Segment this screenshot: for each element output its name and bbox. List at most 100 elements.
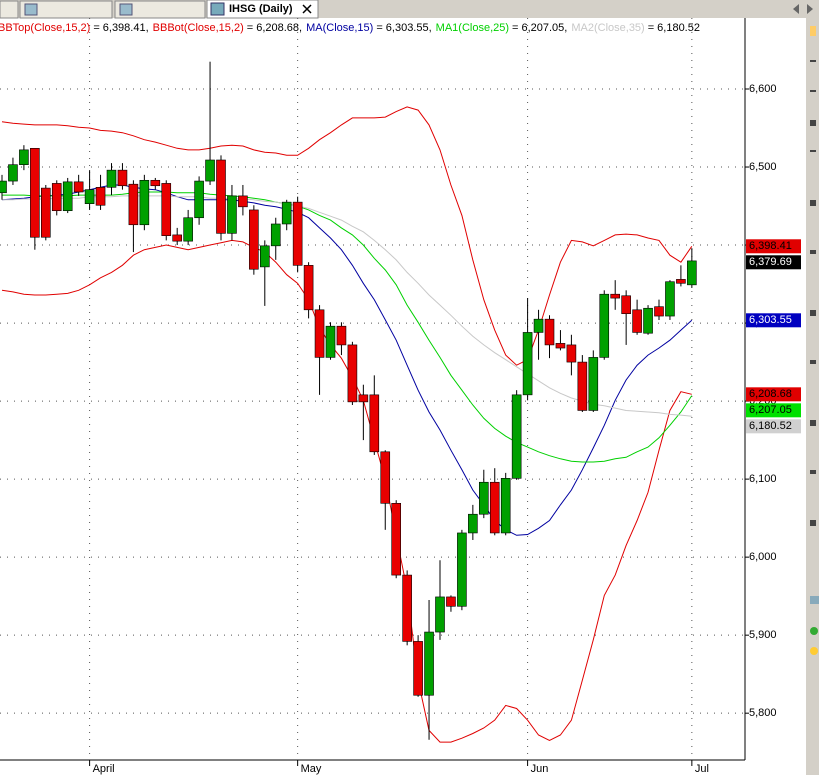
indicator-line: [1, 184, 693, 536]
candle-body: [150, 179, 161, 187]
candle-body: [687, 260, 697, 286]
candle-body: [544, 318, 555, 346]
y-tick-label: 6,500: [749, 161, 777, 173]
candle-body: [183, 217, 193, 242]
candle-body: [95, 187, 106, 206]
x-tick-label: Jul: [695, 763, 709, 775]
candle-body: [457, 532, 467, 607]
tab-scroll-right[interactable]: [807, 4, 813, 14]
candle-body: [73, 181, 84, 193]
candle-body: [599, 293, 610, 358]
tab[interactable]: [19, 0, 113, 19]
candle-body: [566, 344, 577, 363]
candle-body: [665, 281, 675, 317]
candle-body: [51, 183, 62, 212]
candle-body: [654, 306, 664, 317]
candle-body: [205, 159, 215, 182]
candle-body: [468, 513, 478, 534]
legend: BBTop(Close,15,2) = 6,398.41, BBBot(Close,1…: [0, 22, 700, 34]
candle-body: [194, 180, 204, 219]
candle-body: [259, 245, 270, 268]
legend-name: MA2(Close,35): [571, 22, 644, 34]
legend-separator: =: [247, 22, 253, 34]
tab-title: IHSG (Daily): [229, 3, 293, 15]
y-tick-label: 5,800: [749, 707, 777, 719]
legend-name: BBTop(Close,15,2): [0, 22, 90, 34]
price-tag-label: 6,207.05: [749, 404, 792, 416]
candle-body: [577, 361, 588, 411]
candle-body: [676, 279, 686, 284]
tab[interactable]: [0, 0, 19, 19]
candle-body: [391, 503, 402, 576]
legend-delimiter: ,: [146, 22, 149, 34]
legend-delimiter: ,: [429, 22, 432, 34]
legend-value: 6,303.55: [386, 22, 429, 34]
candle-body: [40, 187, 51, 238]
candle-body: [62, 181, 73, 212]
candle-body: [161, 183, 172, 236]
candle-body: [238, 195, 248, 208]
legend-name: MA(Close,15): [306, 22, 373, 34]
candle-body: [500, 478, 511, 534]
tab-icon: [119, 3, 133, 16]
candle-body: [106, 169, 117, 188]
candle-body: [402, 574, 412, 642]
candle-body: [139, 179, 150, 226]
candle-body: [84, 189, 95, 204]
candle-body: [424, 631, 434, 696]
price-tag-label: 6,180.52: [749, 420, 792, 432]
candle-body: [369, 394, 380, 453]
legend-value: 6,398.41: [103, 22, 146, 34]
candle-body: [325, 325, 336, 358]
y-tick-label: 5,900: [749, 629, 777, 641]
candle-body: [249, 209, 259, 270]
legend-delimiter: ,: [299, 22, 302, 34]
tab-scroll-left[interactable]: [793, 4, 799, 14]
candle-body: [303, 265, 314, 311]
candle-body: [413, 641, 423, 696]
candle-body: [117, 169, 128, 187]
legend-value: 6,207.05: [521, 22, 564, 34]
toolbar: [806, 18, 819, 775]
legend-separator: =: [648, 22, 654, 34]
price-tag: [746, 239, 801, 254]
y-tick-label: 6,100: [749, 473, 777, 485]
price-tag: [746, 419, 801, 434]
price-tag-label: 6,208.68: [749, 388, 792, 400]
candle-body: [511, 394, 522, 479]
x-tick-label: Jun: [531, 763, 549, 775]
price-tag: [746, 255, 801, 270]
active-tab[interactable]: [206, 0, 319, 19]
price-tag-label: 6,303.55: [749, 314, 792, 326]
candle-body: [435, 596, 445, 633]
candle-body: [358, 394, 369, 403]
candle-body: [281, 201, 292, 225]
y-tick-label: 6,000: [749, 551, 777, 563]
candle-body: [588, 357, 599, 411]
indicator-line: [2, 195, 692, 417]
candle-body: [314, 309, 325, 358]
price-tag: [746, 387, 801, 402]
legend-separator: =: [93, 22, 99, 34]
price-tags: 6,379.69 6,398.41 6,208.68 6,303.55 6,207.05…: [746, 239, 801, 434]
price-tag-label: 6,379.69: [749, 256, 792, 268]
candle-body: [172, 234, 182, 242]
tab-close[interactable]: [302, 4, 312, 14]
indicator-line: [2, 191, 693, 463]
candle-body: [643, 307, 653, 334]
toolbar-icons: [810, 26, 819, 655]
candle-body: [8, 164, 18, 182]
candle-body: [292, 201, 303, 266]
candle-body: [610, 293, 621, 299]
candle-body: [555, 343, 566, 349]
tab[interactable]: [114, 0, 206, 19]
tab-icon: [210, 2, 225, 16]
legend-delimiter: ,: [564, 22, 567, 34]
candle-body: [30, 147, 40, 238]
candle-body: [216, 159, 226, 234]
price-tag-label: 6,398.41: [749, 240, 792, 252]
legend-separator: =: [376, 22, 382, 34]
indicator-line: [1, 106, 693, 366]
